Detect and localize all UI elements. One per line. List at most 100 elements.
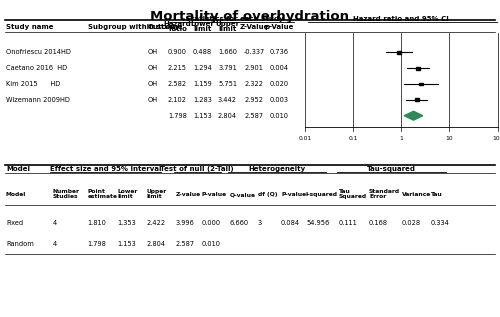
Text: Squared: Squared [339, 194, 367, 199]
Text: 2.804: 2.804 [218, 113, 237, 119]
Text: Q-value: Q-value [230, 192, 256, 197]
Text: limit: limit [194, 27, 212, 32]
Text: estimate: estimate [88, 194, 118, 199]
Text: Statistics for each study: Statistics for each study [186, 16, 284, 22]
Text: Subgroup within study: Subgroup within study [88, 24, 178, 30]
Text: 3.791: 3.791 [218, 65, 237, 71]
Text: 0.334: 0.334 [431, 221, 450, 226]
Text: 6.660: 6.660 [230, 221, 249, 226]
Text: 10: 10 [446, 136, 453, 141]
Polygon shape [404, 111, 423, 120]
Text: 0.020: 0.020 [270, 81, 288, 87]
Text: 2.587: 2.587 [244, 113, 264, 119]
Text: 0.084: 0.084 [281, 221, 300, 226]
Text: 2.587: 2.587 [176, 241, 195, 247]
Text: Hazard: Hazard [164, 21, 192, 27]
Text: 2.322: 2.322 [244, 81, 264, 87]
Text: 5.751: 5.751 [218, 81, 237, 87]
Text: 0.488: 0.488 [193, 49, 212, 55]
Text: 2.422: 2.422 [146, 221, 166, 226]
Text: 1.810: 1.810 [88, 221, 106, 226]
Text: Z-Value: Z-Value [240, 24, 268, 30]
Text: Test of null (2-Tail): Test of null (2-Tail) [160, 166, 234, 171]
Text: Wizemann 2009HD: Wizemann 2009HD [6, 97, 70, 103]
Text: 100: 100 [492, 136, 500, 141]
Text: Tau: Tau [431, 192, 443, 197]
Text: Model: Model [6, 166, 30, 171]
Text: 1.798: 1.798 [88, 241, 106, 247]
Text: 0.1: 0.1 [348, 136, 358, 141]
Text: Hazard ratio and 95% CI: Hazard ratio and 95% CI [354, 16, 449, 22]
Text: Model: Model [6, 192, 26, 197]
Text: limit: limit [146, 194, 162, 199]
Text: 3: 3 [258, 221, 262, 226]
Text: 1.353: 1.353 [118, 221, 136, 226]
Text: 3.996: 3.996 [176, 221, 195, 226]
Text: Lower: Lower [118, 189, 138, 194]
Bar [419, 82, 424, 86]
Text: Tau: Tau [339, 189, 351, 194]
Text: -0.337: -0.337 [244, 49, 264, 55]
Text: Fixed: Fixed [6, 221, 23, 226]
Text: 1.660: 1.660 [218, 49, 237, 55]
Text: 0.01: 0.01 [298, 136, 312, 141]
Text: 0.028: 0.028 [402, 221, 420, 226]
Text: df (Q): df (Q) [258, 192, 277, 197]
Text: 0.000: 0.000 [202, 221, 220, 226]
Text: 2.215: 2.215 [168, 65, 187, 71]
Text: P-value: P-value [281, 192, 306, 197]
Text: 2.582: 2.582 [168, 81, 187, 87]
Text: 1.798: 1.798 [168, 113, 187, 119]
Text: Heterogeneity: Heterogeneity [248, 166, 306, 171]
Text: Random: Random [6, 241, 34, 247]
Text: P-value: P-value [202, 192, 226, 197]
Text: Lower: Lower [190, 21, 214, 27]
Text: OH: OH [148, 97, 158, 103]
Text: 3.442: 3.442 [218, 97, 237, 103]
Text: 0.010: 0.010 [202, 241, 220, 247]
Text: 0.900: 0.900 [168, 49, 187, 55]
Text: Upper: Upper [216, 21, 240, 27]
Text: limit: limit [118, 194, 133, 199]
Text: p-Value: p-Value [264, 24, 294, 30]
Text: Outcome: Outcome [148, 24, 183, 30]
Text: 1.153: 1.153 [118, 241, 136, 247]
Bar [416, 67, 420, 69]
Text: Studies: Studies [52, 194, 78, 199]
Text: 0.168: 0.168 [369, 221, 388, 226]
Text: 0.010: 0.010 [270, 113, 288, 119]
Text: Caetano 2016  HD: Caetano 2016 HD [6, 65, 67, 71]
Bar [397, 51, 402, 54]
Text: Number: Number [52, 189, 80, 194]
Text: OH: OH [148, 81, 158, 87]
Text: 0.736: 0.736 [270, 49, 288, 55]
Text: 0.004: 0.004 [270, 65, 288, 71]
Text: Error: Error [369, 194, 386, 199]
Text: 1.159: 1.159 [193, 81, 212, 87]
Text: Standard: Standard [369, 189, 400, 194]
Text: Upper: Upper [146, 189, 167, 194]
Text: Onofriescu 2014HD: Onofriescu 2014HD [6, 49, 71, 55]
Text: Kim 2015      HD: Kim 2015 HD [6, 81, 60, 87]
Text: 1: 1 [400, 136, 403, 141]
Text: I-squared: I-squared [306, 192, 338, 197]
Text: 0.111: 0.111 [339, 221, 358, 226]
Bar [414, 98, 419, 101]
Text: Variance: Variance [402, 192, 431, 197]
Text: Effect size and 95% interval: Effect size and 95% interval [50, 166, 162, 171]
Text: 2.102: 2.102 [168, 97, 187, 103]
Text: Point: Point [88, 189, 106, 194]
Text: 2.901: 2.901 [244, 65, 264, 71]
Text: 1.153: 1.153 [193, 113, 212, 119]
Text: 1.283: 1.283 [193, 97, 212, 103]
Text: 2.952: 2.952 [244, 97, 264, 103]
Text: OH: OH [148, 49, 158, 55]
Text: 0.003: 0.003 [270, 97, 288, 103]
Text: OH: OH [148, 65, 158, 71]
Text: limit: limit [218, 27, 236, 32]
Text: Tau-squared: Tau-squared [367, 166, 416, 171]
Text: 4: 4 [52, 221, 57, 226]
Text: 1.294: 1.294 [193, 65, 212, 71]
Text: 54.956: 54.956 [306, 221, 329, 226]
Text: ratio: ratio [168, 27, 187, 32]
